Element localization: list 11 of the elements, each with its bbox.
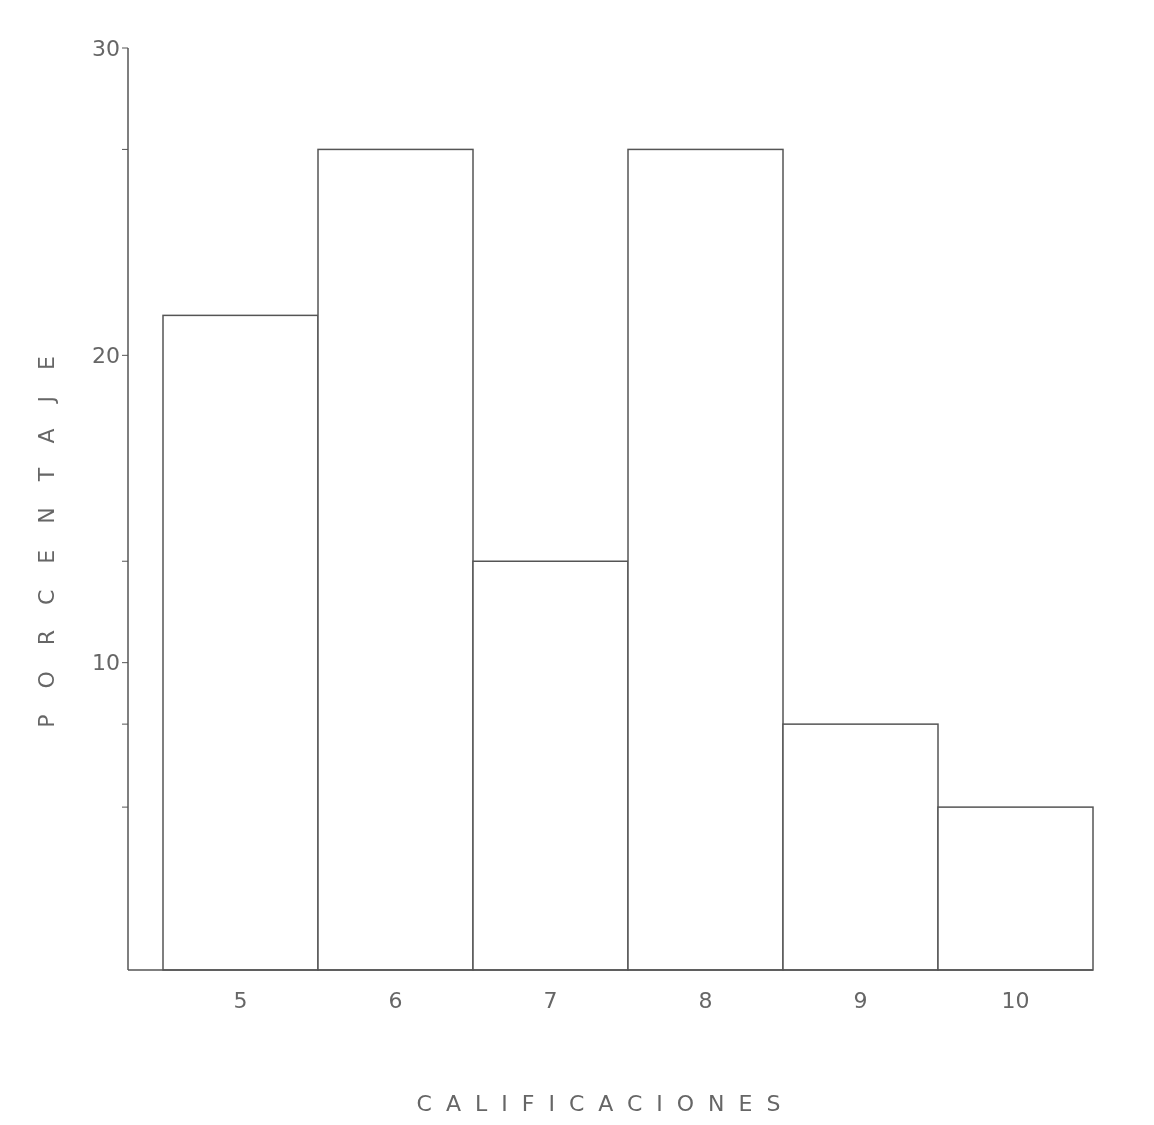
y-tick-label: 10 xyxy=(92,650,120,676)
x-axis-title: CALIFICACIONES xyxy=(416,1091,795,1116)
x-tick-label: 8 xyxy=(698,988,713,1013)
x-tick-label: 7 xyxy=(543,988,558,1013)
x-tick-label: 9 xyxy=(853,988,868,1013)
y-axis-title: PORCENTAJE xyxy=(34,330,59,728)
x-tick-label: 10 xyxy=(1001,988,1030,1013)
x-tick-label: 5 xyxy=(233,988,248,1013)
x-tick-label: 6 xyxy=(388,988,403,1013)
y-tick-label: 30 xyxy=(92,35,120,61)
y-tick-label: 20 xyxy=(92,343,120,369)
